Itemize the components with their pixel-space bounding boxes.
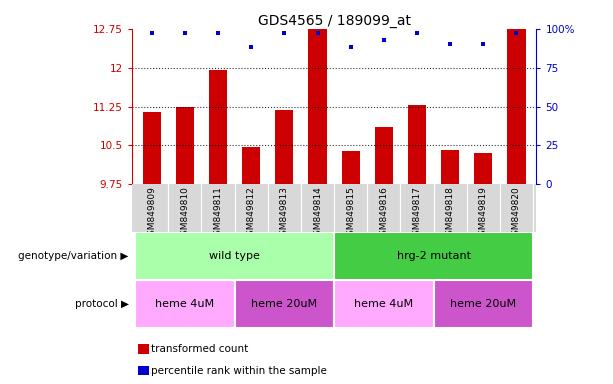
Point [445, 41, 455, 47]
Text: GSM849810: GSM849810 [180, 186, 189, 241]
Point [412, 30, 422, 36]
Point [512, 30, 522, 36]
Bar [143, 112, 161, 184]
Point [478, 41, 488, 47]
Text: GSM849817: GSM849817 [413, 186, 422, 241]
Point [180, 30, 190, 36]
Point [313, 30, 322, 36]
Point [280, 30, 289, 36]
Point [379, 36, 389, 43]
Bar [433, 280, 533, 328]
Text: GSM849820: GSM849820 [512, 186, 521, 240]
Bar [275, 110, 294, 184]
Bar [209, 70, 227, 184]
Text: wild type: wild type [209, 251, 260, 262]
Text: GSM849815: GSM849815 [346, 186, 355, 241]
Text: GSM849809: GSM849809 [147, 186, 156, 241]
Point [346, 45, 356, 51]
Point [246, 45, 256, 51]
Bar [235, 280, 334, 328]
Bar [341, 151, 360, 184]
Bar [474, 153, 492, 184]
Text: GSM849819: GSM849819 [479, 186, 488, 241]
Text: protocol ▶: protocol ▶ [75, 299, 129, 310]
Text: GSM849816: GSM849816 [379, 186, 388, 241]
Text: GSM849813: GSM849813 [280, 186, 289, 241]
Bar [334, 280, 433, 328]
Point [147, 30, 156, 36]
Text: heme 20uM: heme 20uM [451, 299, 516, 310]
Title: GDS4565 / 189099_at: GDS4565 / 189099_at [257, 14, 411, 28]
Bar [334, 232, 533, 280]
Text: GSM849812: GSM849812 [246, 186, 256, 240]
Bar [308, 0, 327, 184]
Text: genotype/variation ▶: genotype/variation ▶ [18, 251, 129, 262]
Bar [375, 127, 393, 184]
Text: GSM849814: GSM849814 [313, 186, 322, 240]
Bar [242, 147, 261, 184]
Text: GSM849811: GSM849811 [213, 186, 223, 241]
Text: percentile rank within the sample: percentile rank within the sample [151, 366, 327, 376]
Text: hrg-2 mutant: hrg-2 mutant [397, 251, 471, 262]
Bar [135, 232, 334, 280]
Text: transformed count: transformed count [151, 344, 249, 354]
Text: GSM849818: GSM849818 [446, 186, 455, 241]
Point [213, 30, 223, 36]
Text: heme 20uM: heme 20uM [251, 299, 318, 310]
Text: heme 4uM: heme 4uM [155, 299, 215, 310]
Bar [176, 106, 194, 184]
Bar [508, 0, 525, 184]
Bar [408, 105, 426, 184]
Bar [135, 280, 235, 328]
Text: heme 4uM: heme 4uM [354, 299, 413, 310]
Bar [441, 150, 459, 184]
